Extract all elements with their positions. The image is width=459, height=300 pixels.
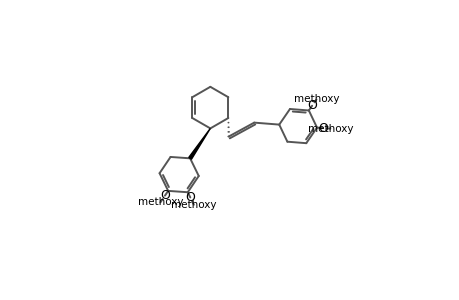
Text: methoxy: methoxy [171,200,216,210]
Text: O: O [160,189,169,202]
Text: methoxy: methoxy [293,94,338,104]
Text: methoxy: methoxy [137,197,183,207]
Polygon shape [188,128,210,159]
Text: O: O [307,99,316,112]
Text: O: O [317,122,327,134]
Text: O: O [185,191,195,204]
Text: methoxy: methoxy [307,124,353,134]
